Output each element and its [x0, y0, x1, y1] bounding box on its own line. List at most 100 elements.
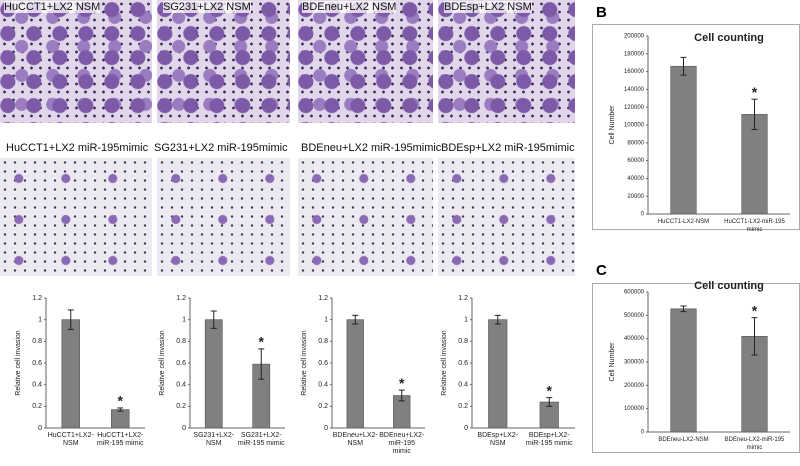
y-tick-label: 100000 [624, 406, 645, 412]
y-tick-label: 0.6 [32, 360, 42, 367]
bar [346, 319, 364, 429]
y-axis-label: Cell Number [609, 105, 616, 145]
y-tick-label: 1.2 [176, 295, 186, 302]
significance-mark: * [547, 382, 553, 398]
bar [111, 409, 130, 429]
y-axis-label: Relative cell invasion [15, 330, 22, 395]
micrograph [157, 158, 290, 276]
y-tick-label: 600000 [624, 290, 645, 296]
y-tick-label: 500000 [624, 313, 645, 319]
significance-mark: * [118, 393, 124, 409]
image-caption: BDEsp+LX2 miR-195mimic [441, 142, 575, 154]
image-caption: BDEsp+LX2 NSM [444, 1, 532, 13]
bar [488, 319, 508, 429]
y-tick-label: 0.4 [176, 382, 186, 389]
y-tick-label: 200000 [624, 34, 645, 40]
x-tick-label: BDEneu+LX2-miR-195 mimic [379, 432, 425, 455]
x-tick-label: HuCCT1+LX2-NSM [47, 432, 94, 447]
y-tick-label: 0.4 [318, 382, 328, 389]
y-tick-label: 0.8 [318, 338, 328, 345]
y-tick-label: 0.6 [458, 360, 468, 367]
y-tick-label: 300000 [624, 360, 645, 366]
y-axis-label: Cell Number [609, 342, 616, 382]
y-tick-label: 0.6 [176, 360, 186, 367]
micrograph [298, 0, 433, 123]
y-tick-label: 0.6 [318, 360, 328, 367]
y-tick-label: 80000 [627, 140, 644, 146]
micrograph [438, 0, 575, 123]
y-tick-label: 0 [182, 425, 186, 432]
x-tick-label: BDEsp+LX2-NSM [477, 432, 519, 447]
y-tick-label: 0 [641, 212, 645, 218]
bar [61, 319, 80, 429]
image-caption: SG231+LX2 NSM [163, 1, 251, 13]
y-tick-label: 0.4 [458, 382, 468, 389]
chart-title: Cell counting [694, 32, 764, 44]
y-axis-label: Relative cell invasion [441, 330, 448, 395]
y-axis-label: Relative cell invasion [301, 330, 308, 395]
y-axis-label: Relative cell invasion [159, 330, 166, 395]
y-tick-label: 0.4 [32, 382, 42, 389]
y-tick-label: 1 [464, 317, 468, 324]
y-tick-label: 1.2 [318, 295, 328, 302]
y-tick-label: 1.2 [32, 295, 42, 302]
image-caption: BDEneu+LX2 NSM [302, 1, 397, 13]
y-tick-label: 0.2 [318, 403, 328, 410]
y-tick-label: 1 [182, 317, 186, 324]
chart-title: Cell counting [694, 280, 764, 292]
y-tick-label: 400000 [624, 336, 645, 342]
y-tick-label: 60000 [627, 158, 644, 164]
y-tick-label: 0.8 [176, 338, 186, 345]
y-tick-label: 200000 [624, 383, 645, 389]
y-tick-label: 0 [38, 425, 42, 432]
x-tick-label: BDEneu+LX2-NSM [332, 432, 378, 447]
x-tick-label: BDEneu-LX2-NSM [658, 437, 709, 443]
micrograph [0, 158, 152, 276]
x-tick-label: BDEneu-LX2-miR-195 mimic [724, 437, 785, 451]
bar [741, 114, 768, 215]
y-tick-label: 180000 [624, 51, 645, 57]
x-tick-label: HuCCT1-LX2-NSM [657, 219, 710, 225]
x-tick-label: HuCCT1-LX2-miR-195 mimic [724, 219, 785, 233]
y-tick-label: 40000 [627, 176, 644, 182]
panel-label: C [596, 262, 607, 279]
y-tick-label: 160000 [624, 69, 645, 75]
bar [204, 319, 223, 429]
x-tick-label: SG231+LX2-miR-195 mimic [237, 432, 285, 447]
x-tick-label: BDEsp+LX2-miR-195 mimic [525, 432, 573, 447]
image-caption: HuCCT1+LX2 miR-195mimic [6, 142, 149, 154]
x-tick-label: SG231+LX2-NSM [193, 432, 235, 447]
bar [670, 65, 697, 215]
y-tick-label: 0 [324, 425, 328, 432]
y-tick-label: 20000 [627, 194, 644, 200]
y-tick-label: 100000 [624, 123, 645, 129]
y-tick-label: 0 [464, 425, 468, 432]
significance-mark: * [752, 302, 758, 318]
y-tick-label: 1.2 [458, 295, 468, 302]
micrograph [438, 158, 575, 276]
image-caption: SG231+LX2 miR-195mimic [154, 142, 288, 154]
significance-mark: * [259, 334, 265, 350]
panel-label: B [596, 4, 607, 21]
significance-mark: * [752, 84, 758, 100]
y-tick-label: 0.8 [458, 338, 468, 345]
y-tick-label: 0 [641, 430, 645, 436]
image-caption: BDEneu+LX2 miR-195mimic [301, 142, 442, 154]
bar [670, 308, 697, 433]
y-tick-label: 140000 [624, 87, 645, 93]
y-tick-label: 1 [38, 317, 42, 324]
y-tick-label: 0.2 [32, 403, 42, 410]
image-caption: HuCCT1+LX2 NSM [4, 1, 101, 13]
micrograph [157, 0, 290, 123]
y-tick-label: 0.2 [458, 403, 468, 410]
micrograph [0, 0, 152, 123]
y-tick-label: 1 [324, 317, 328, 324]
micrograph [298, 158, 433, 276]
y-tick-label: 0.8 [32, 338, 42, 345]
significance-mark: * [399, 375, 405, 391]
y-tick-label: 0.2 [176, 403, 186, 410]
x-tick-label: HuCCT1+LX2-miR-195 mimic [96, 432, 144, 447]
y-tick-label: 120000 [624, 105, 645, 111]
